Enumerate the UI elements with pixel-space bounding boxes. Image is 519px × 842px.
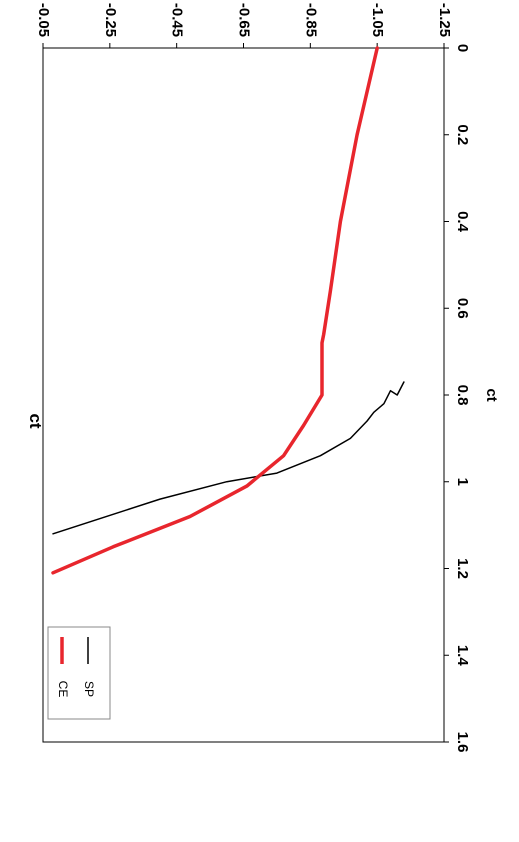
x-tick-label: -0.05 xyxy=(35,3,52,37)
x-tick-label: -0.25 xyxy=(102,3,119,37)
y-tick-label: 1 xyxy=(454,478,471,486)
y-tick-label: 0.8 xyxy=(454,385,471,406)
y-tick-label: 0 xyxy=(454,44,471,52)
legend: SP CE xyxy=(47,626,111,720)
legend-box xyxy=(47,626,111,720)
y-axis: 0 0.2 0.4 0.6 0.8 1 1.2 1.4 1.6 xyxy=(444,44,471,753)
x-tick-label: -1.25 xyxy=(436,3,453,37)
y-tick-label: 0.4 xyxy=(454,211,471,233)
y-tick-label: 0.2 xyxy=(454,124,471,145)
legend-label-sp: SP xyxy=(82,681,96,697)
series-layer xyxy=(51,46,405,575)
y-tick-label: 0.6 xyxy=(454,298,471,319)
x-tick-label: -0.65 xyxy=(236,3,253,37)
y-tick-label: 1.6 xyxy=(454,732,471,753)
x-tick-label: -0.45 xyxy=(169,3,186,37)
y-tick-label: 1.4 xyxy=(454,645,471,667)
legend-label-ce: CE xyxy=(56,681,70,698)
y-tick-label: 1.2 xyxy=(454,558,471,579)
y-axis-title: ct xyxy=(483,388,500,401)
chart-title: ct xyxy=(26,413,45,428)
series-line-ce xyxy=(51,46,379,575)
series-line-sp xyxy=(52,381,405,535)
x-tick-label: -1.05 xyxy=(369,3,386,37)
x-axis: -1.25 -1.05 -0.85 -0.65 -0.45 -0.25 -0.05 xyxy=(35,3,453,48)
x-tick-label: -0.85 xyxy=(302,3,319,37)
